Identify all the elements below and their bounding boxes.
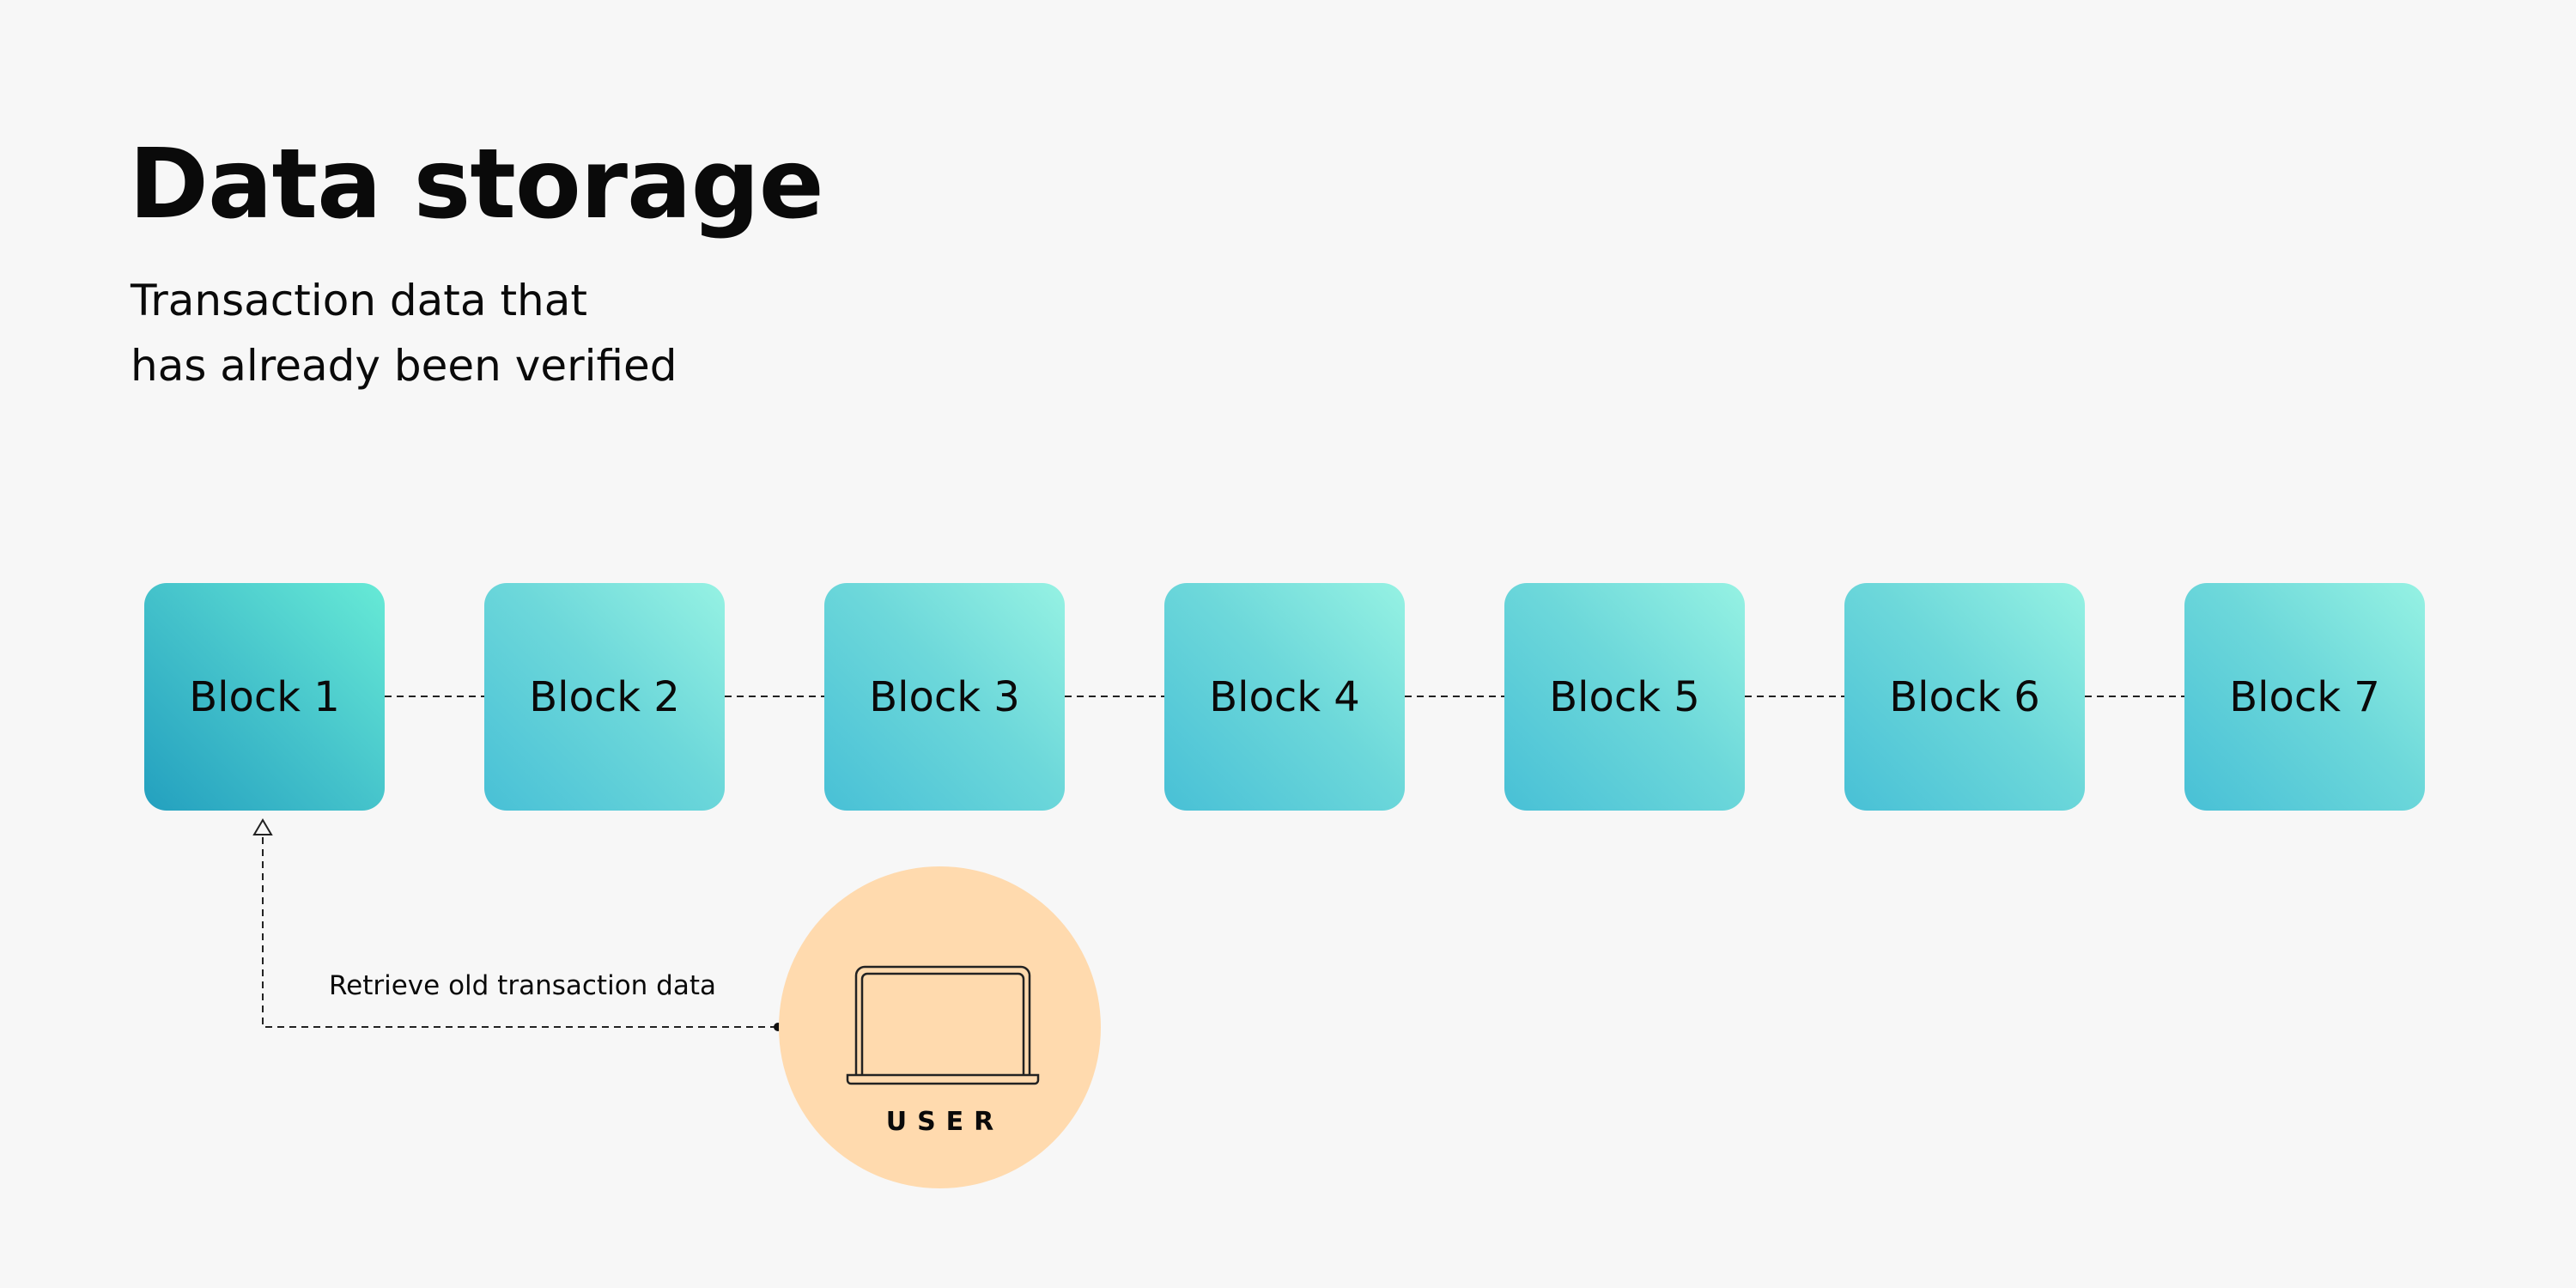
user-node: USER — [779, 866, 1101, 1188]
block-2: Block 2 — [484, 583, 725, 811]
page-title: Data storage — [129, 129, 824, 240]
block-5: Block 5 — [1504, 583, 1745, 811]
subtitle-line-1: Transaction data that — [131, 276, 587, 325]
block-3: Block 3 — [824, 583, 1065, 811]
laptop-icon — [846, 965, 1040, 1085]
block-6: Block 6 — [1844, 583, 2085, 811]
subtitle-line-2: has already been verified — [131, 341, 677, 391]
block-7: Block 7 — [2184, 583, 2425, 811]
retrieve-arrow-line — [262, 835, 777, 1028]
page-subtitle: Transaction data that has already been v… — [131, 268, 677, 398]
retrieve-label: Retrieve old transaction data — [329, 970, 716, 1001]
arrow-head-icon — [252, 818, 273, 835]
block-1: Block 1 — [144, 583, 385, 811]
user-label: USER — [885, 1107, 1005, 1137]
block-4: Block 4 — [1164, 583, 1405, 811]
